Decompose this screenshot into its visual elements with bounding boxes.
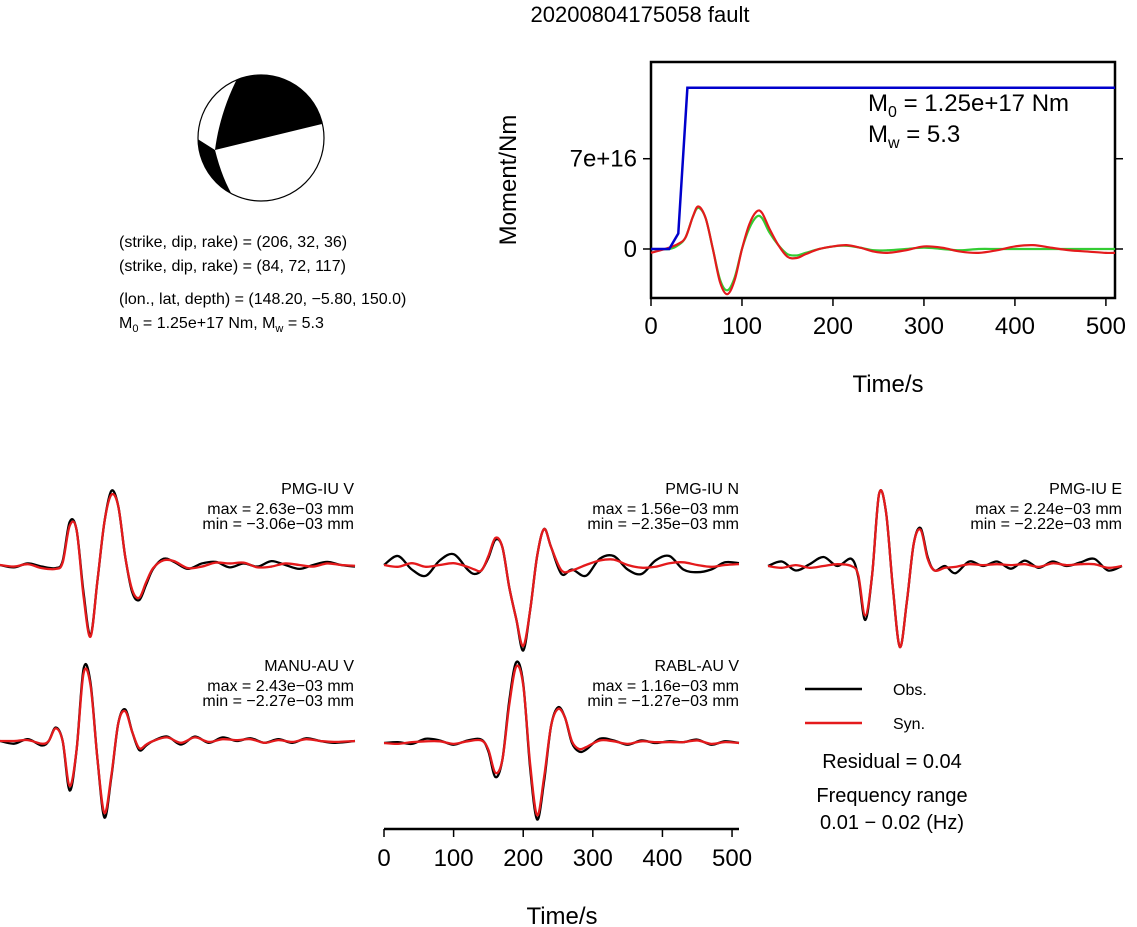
moment-rate-red-line	[650, 205, 1116, 296]
waveform-xtick-label-3: 300	[573, 845, 613, 872]
min-amplitude-label: min = −1.27e−03 mm	[587, 693, 739, 710]
legend-obs-label: Obs.	[893, 682, 927, 699]
cumulative-moment-line	[651, 86, 1115, 251]
station-label: PMG-IU N	[665, 481, 739, 498]
moment-plot-mw-annotation: Mw = 5.3	[868, 121, 960, 152]
max-amplitude-label: max = 2.43e−03 mm	[207, 678, 354, 695]
synthetic-trace	[383, 527, 740, 648]
waveform-xtick-label-5: 500	[712, 845, 752, 872]
waveform-xtick-label-1: 100	[434, 845, 474, 872]
synthetic-trace	[0, 667, 356, 815]
moment-plot-axes: 0 100 200 300 400 500 0 7e+16	[570, 146, 1126, 340]
legend-syn-label: Syn.	[893, 716, 925, 733]
moment-plot-m0-annotation: M0 = 1.25e+17 Nm	[868, 90, 1069, 121]
moment-rate-green-line	[650, 206, 1115, 292]
moment-plot-frame	[649, 60, 1117, 300]
min-amplitude-label: min = −3.06e−03 mm	[202, 516, 354, 533]
beachball-outline	[197, 74, 325, 202]
nodal-plane-2: (strike, dip, rake) = (84, 72, 117)	[119, 258, 346, 275]
station-label: RABL-AU V	[655, 658, 740, 675]
moment-xtick-label-0: 0	[644, 313, 657, 340]
synthetic-trace	[383, 664, 740, 817]
focal-mechanism-beachball	[197, 74, 325, 202]
moment-plot-ylabel: Moment/Nm	[495, 115, 522, 246]
hypocenter-location: (lon., lat, depth) = (148.20, −5.80, 150…	[119, 291, 406, 308]
min-amplitude-label: min = −2.22e−03 mm	[970, 516, 1122, 533]
max-amplitude-label: max = 2.63e−03 mm	[207, 501, 354, 518]
moment-xtick-label-5: 500	[1086, 313, 1126, 340]
waveform-xtick-label-0: 0	[377, 845, 390, 872]
figure-title: 20200804175058 fault	[531, 2, 750, 27]
station-label: MANU-AU V	[264, 658, 354, 675]
waveform-xlabel: Time/s	[526, 903, 597, 927]
mechanism-info: (strike, dip, rake) = (206, 32, 36) (str…	[119, 234, 406, 335]
min-amplitude-label: min = −2.35e−03 mm	[587, 516, 739, 533]
max-amplitude-label: max = 2.24e−03 mm	[975, 501, 1122, 518]
moment-plot-xlabel: Time/s	[852, 371, 923, 398]
waveform-time-axis: 0 100 200 300 400 500	[377, 827, 752, 872]
moment-xtick-label-4: 400	[995, 313, 1035, 340]
moment-magnitude-line: M0 = 1.25e+17 Nm, Mw = 5.3	[119, 315, 324, 335]
waveform-xtick-label-4: 400	[642, 845, 682, 872]
moment-ytick-label-1: 7e+16	[570, 146, 637, 173]
moment-xtick-label-3: 300	[904, 313, 944, 340]
frequency-range-label: Frequency range	[816, 785, 967, 807]
residual-label: Residual = 0.04	[822, 751, 962, 773]
min-amplitude-label: min = −2.27e−03 mm	[202, 693, 354, 710]
max-amplitude-label: max = 1.56e−03 mm	[592, 501, 739, 518]
nodal-plane-1: (strike, dip, rake) = (206, 32, 36)	[119, 234, 347, 251]
waveform-xtick-label-2: 200	[503, 845, 543, 872]
station-label: PMG-IU E	[1049, 481, 1122, 498]
synthetic-trace	[767, 489, 1123, 649]
observed-trace	[383, 527, 740, 652]
frequency-range-value: 0.01 − 0.02 (Hz)	[820, 812, 964, 834]
max-amplitude-label: max = 1.16e−03 mm	[592, 678, 739, 695]
station-label: PMG-IU V	[281, 481, 354, 498]
moment-xtick-label-1: 100	[722, 313, 762, 340]
moment-plot-lines	[650, 86, 1116, 296]
moment-ytick-label-0: 0	[624, 236, 637, 263]
legend: Obs. Syn.	[805, 682, 927, 733]
synthetic-trace	[0, 492, 356, 638]
moment-xtick-label-2: 200	[813, 313, 853, 340]
